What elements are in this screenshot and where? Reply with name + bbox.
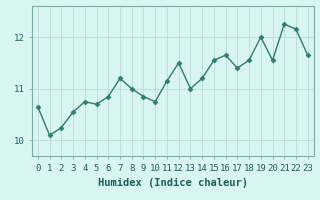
X-axis label: Humidex (Indice chaleur): Humidex (Indice chaleur): [98, 178, 248, 188]
